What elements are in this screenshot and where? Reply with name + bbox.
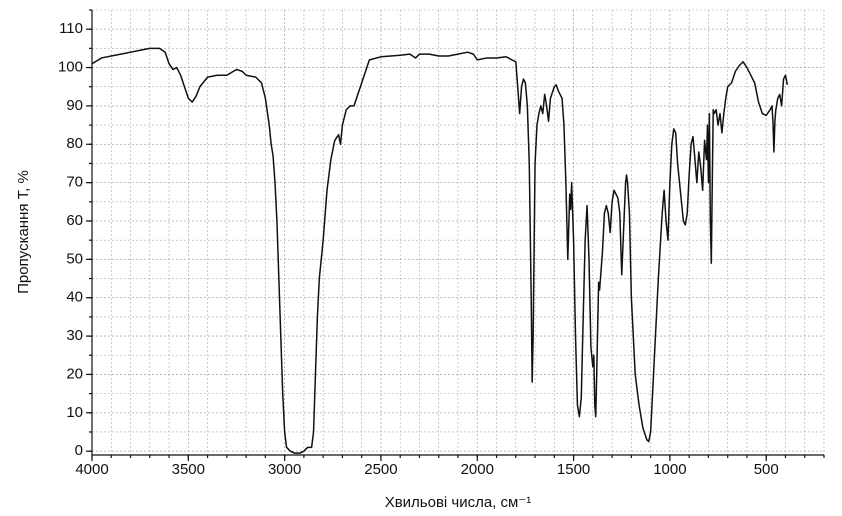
y-axis-label: Пропускання T, % <box>15 170 32 294</box>
y-tick-label: 70 <box>66 174 83 191</box>
x-tick-label: 1000 <box>653 461 686 478</box>
x-tick-label: 500 <box>754 461 779 478</box>
x-axis-label: Хвильові числа, см⁻¹ <box>385 494 532 511</box>
y-tick-label: 50 <box>66 250 83 267</box>
y-tick-label: 20 <box>66 365 83 382</box>
y-tick-label: 60 <box>66 212 83 229</box>
spectrum-line <box>91 47 789 454</box>
y-tick-label: 80 <box>66 135 83 152</box>
y-tick-label: 10 <box>66 404 83 421</box>
x-tick-label: 2500 <box>364 461 397 478</box>
x-tick-label: 3500 <box>172 461 205 478</box>
y-tick-label: 40 <box>66 289 83 306</box>
y-tick-label: 110 <box>59 20 83 37</box>
y-tick-label: 100 <box>58 59 83 76</box>
x-tick-label: 1500 <box>557 461 590 478</box>
x-tick-label: 4000 <box>75 461 108 478</box>
y-tick-label: 30 <box>66 327 83 344</box>
y-tick-label: 90 <box>66 97 83 114</box>
x-tick-label: 2000 <box>461 461 494 478</box>
x-tick-label: 3000 <box>268 461 301 478</box>
y-tick-label: 0 <box>75 442 83 459</box>
